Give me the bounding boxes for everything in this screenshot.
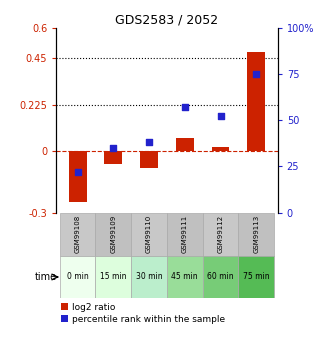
Bar bbox=[167, 256, 203, 298]
Text: 45 min: 45 min bbox=[171, 273, 198, 282]
Bar bbox=[104, 151, 122, 164]
Point bbox=[146, 139, 152, 145]
Text: GSM99112: GSM99112 bbox=[218, 215, 223, 253]
Legend: log2 ratio, percentile rank within the sample: log2 ratio, percentile rank within the s… bbox=[61, 303, 225, 324]
Bar bbox=[239, 213, 274, 256]
Text: GSM99108: GSM99108 bbox=[74, 215, 81, 253]
Text: 30 min: 30 min bbox=[136, 273, 162, 282]
Text: 15 min: 15 min bbox=[100, 273, 126, 282]
Bar bbox=[95, 256, 131, 298]
Point bbox=[182, 105, 187, 110]
Bar bbox=[69, 151, 87, 202]
Bar bbox=[60, 213, 95, 256]
Bar bbox=[131, 256, 167, 298]
Text: GSM99110: GSM99110 bbox=[146, 215, 152, 253]
Bar bbox=[140, 151, 158, 168]
Bar bbox=[203, 213, 239, 256]
Bar bbox=[203, 256, 239, 298]
Bar bbox=[167, 213, 203, 256]
Title: GDS2583 / 2052: GDS2583 / 2052 bbox=[115, 13, 219, 27]
Text: GSM99113: GSM99113 bbox=[253, 215, 259, 253]
Point bbox=[111, 145, 116, 151]
Bar bbox=[131, 213, 167, 256]
Point bbox=[75, 169, 80, 175]
Text: GSM99111: GSM99111 bbox=[182, 215, 188, 253]
Text: time: time bbox=[35, 272, 57, 282]
Text: 75 min: 75 min bbox=[243, 273, 270, 282]
Point bbox=[218, 114, 223, 119]
Bar bbox=[212, 147, 230, 151]
Bar bbox=[60, 256, 95, 298]
Point bbox=[254, 71, 259, 77]
Bar bbox=[95, 213, 131, 256]
Bar bbox=[247, 52, 265, 151]
Text: GSM99109: GSM99109 bbox=[110, 215, 116, 253]
Bar bbox=[176, 138, 194, 151]
Text: 0 min: 0 min bbox=[67, 273, 89, 282]
Bar bbox=[239, 256, 274, 298]
Text: 60 min: 60 min bbox=[207, 273, 234, 282]
